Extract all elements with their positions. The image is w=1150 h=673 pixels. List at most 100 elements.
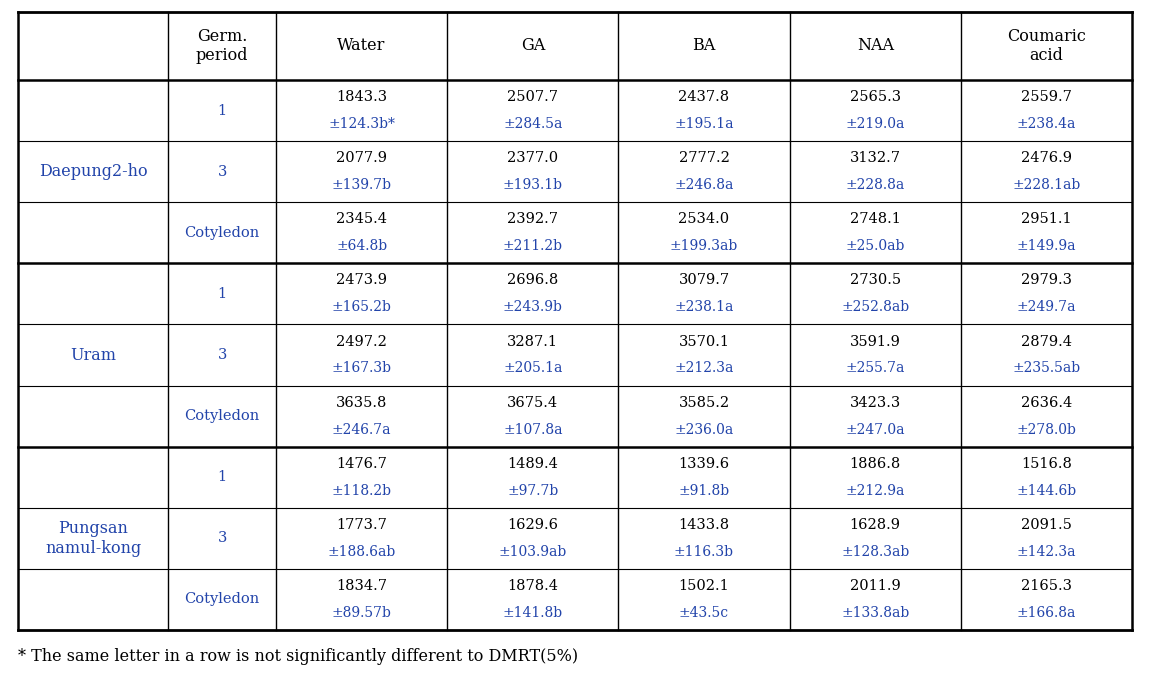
Text: 2979.3: 2979.3 xyxy=(1021,273,1072,287)
Text: 2165.3: 2165.3 xyxy=(1021,579,1072,593)
Text: 2476.9: 2476.9 xyxy=(1021,151,1072,166)
Text: 3132.7: 3132.7 xyxy=(850,151,900,166)
Text: 1834.7: 1834.7 xyxy=(336,579,388,593)
Text: ±199.3ab: ±199.3ab xyxy=(669,239,738,253)
Text: Daepung2-ho: Daepung2-ho xyxy=(39,163,147,180)
Text: ±144.6b: ±144.6b xyxy=(1017,484,1076,497)
Text: 2497.2: 2497.2 xyxy=(336,334,388,349)
Text: 3: 3 xyxy=(217,165,227,178)
Text: 2534.0: 2534.0 xyxy=(678,213,729,226)
Text: Cotyledon: Cotyledon xyxy=(184,592,260,606)
Text: ±91.8b: ±91.8b xyxy=(678,484,729,497)
Text: BA: BA xyxy=(692,38,715,55)
Text: ±205.1a: ±205.1a xyxy=(503,361,562,376)
Text: ±235.5ab: ±235.5ab xyxy=(1012,361,1081,376)
Text: ±246.8a: ±246.8a xyxy=(674,178,734,192)
Text: 2696.8: 2696.8 xyxy=(507,273,559,287)
Text: 2345.4: 2345.4 xyxy=(336,213,388,226)
Text: Coumaric
acid: Coumaric acid xyxy=(1007,28,1086,65)
Text: Pungsan
namul-kong: Pungsan namul-kong xyxy=(45,520,141,557)
Text: ±165.2b: ±165.2b xyxy=(331,300,391,314)
Text: ±195.1a: ±195.1a xyxy=(674,117,734,131)
Text: 2091.5: 2091.5 xyxy=(1021,518,1072,532)
Text: 1502.1: 1502.1 xyxy=(678,579,729,593)
Text: 3423.3: 3423.3 xyxy=(850,396,900,410)
Text: ±249.7a: ±249.7a xyxy=(1017,300,1076,314)
Text: Uram: Uram xyxy=(70,347,116,363)
Text: ±166.8a: ±166.8a xyxy=(1017,606,1076,620)
Text: 1773.7: 1773.7 xyxy=(336,518,388,532)
Text: ±43.5c: ±43.5c xyxy=(678,606,729,620)
Text: 2377.0: 2377.0 xyxy=(507,151,559,166)
Text: 3635.8: 3635.8 xyxy=(336,396,388,410)
Text: 1843.3: 1843.3 xyxy=(336,90,388,104)
Text: GA: GA xyxy=(521,38,545,55)
Text: 3570.1: 3570.1 xyxy=(678,334,729,349)
Text: 2730.5: 2730.5 xyxy=(850,273,900,287)
Text: ±212.3a: ±212.3a xyxy=(674,361,734,376)
Text: ±107.8a: ±107.8a xyxy=(503,423,562,437)
Text: 2879.4: 2879.4 xyxy=(1021,334,1072,349)
Text: 1629.6: 1629.6 xyxy=(507,518,558,532)
Text: ±124.3b*: ±124.3b* xyxy=(328,117,394,131)
Text: 3591.9: 3591.9 xyxy=(850,334,900,349)
Text: ±167.3b: ±167.3b xyxy=(331,361,391,376)
Text: ±211.2b: ±211.2b xyxy=(503,239,562,253)
Text: 2565.3: 2565.3 xyxy=(850,90,900,104)
Text: 1886.8: 1886.8 xyxy=(850,457,900,471)
Text: ±246.7a: ±246.7a xyxy=(332,423,391,437)
Text: 2011.9: 2011.9 xyxy=(850,579,900,593)
Text: Water: Water xyxy=(337,38,385,55)
Text: 2077.9: 2077.9 xyxy=(336,151,388,166)
Text: 1433.8: 1433.8 xyxy=(678,518,729,532)
Text: Cotyledon: Cotyledon xyxy=(184,225,260,240)
Text: 1476.7: 1476.7 xyxy=(336,457,388,471)
Text: 2777.2: 2777.2 xyxy=(678,151,729,166)
Text: 3287.1: 3287.1 xyxy=(507,334,558,349)
Text: ±228.8a: ±228.8a xyxy=(845,178,905,192)
Text: 1489.4: 1489.4 xyxy=(507,457,558,471)
Text: 1: 1 xyxy=(217,287,227,301)
Text: 2507.7: 2507.7 xyxy=(507,90,558,104)
Text: 1: 1 xyxy=(217,470,227,484)
Text: NAA: NAA xyxy=(857,38,894,55)
Text: * The same letter in a row is not significantly different to DMRT(5%): * The same letter in a row is not signif… xyxy=(18,648,578,665)
Text: ±228.1ab: ±228.1ab xyxy=(1012,178,1081,192)
Text: ±188.6ab: ±188.6ab xyxy=(328,544,396,559)
Text: 1878.4: 1878.4 xyxy=(507,579,558,593)
Text: ±116.3b: ±116.3b xyxy=(674,544,734,559)
Text: ±247.0a: ±247.0a xyxy=(845,423,905,437)
Text: ±118.2b: ±118.2b xyxy=(331,484,391,497)
Text: 1628.9: 1628.9 xyxy=(850,518,900,532)
Text: 3: 3 xyxy=(217,348,227,362)
Text: 1: 1 xyxy=(217,104,227,118)
Text: ±64.8b: ±64.8b xyxy=(336,239,388,253)
Text: ±243.9b: ±243.9b xyxy=(503,300,562,314)
Text: 3675.4: 3675.4 xyxy=(507,396,559,410)
Text: ±142.3a: ±142.3a xyxy=(1017,544,1076,559)
Text: ±284.5a: ±284.5a xyxy=(503,117,562,131)
Text: 2559.7: 2559.7 xyxy=(1021,90,1072,104)
Text: ±252.8ab: ±252.8ab xyxy=(841,300,910,314)
Text: 1516.8: 1516.8 xyxy=(1021,457,1072,471)
Text: ±139.7b: ±139.7b xyxy=(331,178,391,192)
Text: ±278.0b: ±278.0b xyxy=(1017,423,1076,437)
Text: ±141.8b: ±141.8b xyxy=(503,606,562,620)
Text: 2636.4: 2636.4 xyxy=(1021,396,1072,410)
Text: ±103.9ab: ±103.9ab xyxy=(499,544,567,559)
Text: 2392.7: 2392.7 xyxy=(507,213,558,226)
Text: 3079.7: 3079.7 xyxy=(678,273,729,287)
Text: ±25.0ab: ±25.0ab xyxy=(845,239,905,253)
Text: ±219.0a: ±219.0a xyxy=(845,117,905,131)
Text: 2951.1: 2951.1 xyxy=(1021,213,1072,226)
Text: 3: 3 xyxy=(217,531,227,545)
Text: Cotyledon: Cotyledon xyxy=(184,409,260,423)
Text: ±133.8ab: ±133.8ab xyxy=(841,606,910,620)
Text: ±238.1a: ±238.1a xyxy=(674,300,734,314)
Text: ±255.7a: ±255.7a xyxy=(845,361,905,376)
Text: ±149.9a: ±149.9a xyxy=(1017,239,1076,253)
Text: ±193.1b: ±193.1b xyxy=(503,178,562,192)
Text: Germ.
period: Germ. period xyxy=(196,28,248,65)
Text: 2473.9: 2473.9 xyxy=(336,273,388,287)
Text: ±212.9a: ±212.9a xyxy=(845,484,905,497)
